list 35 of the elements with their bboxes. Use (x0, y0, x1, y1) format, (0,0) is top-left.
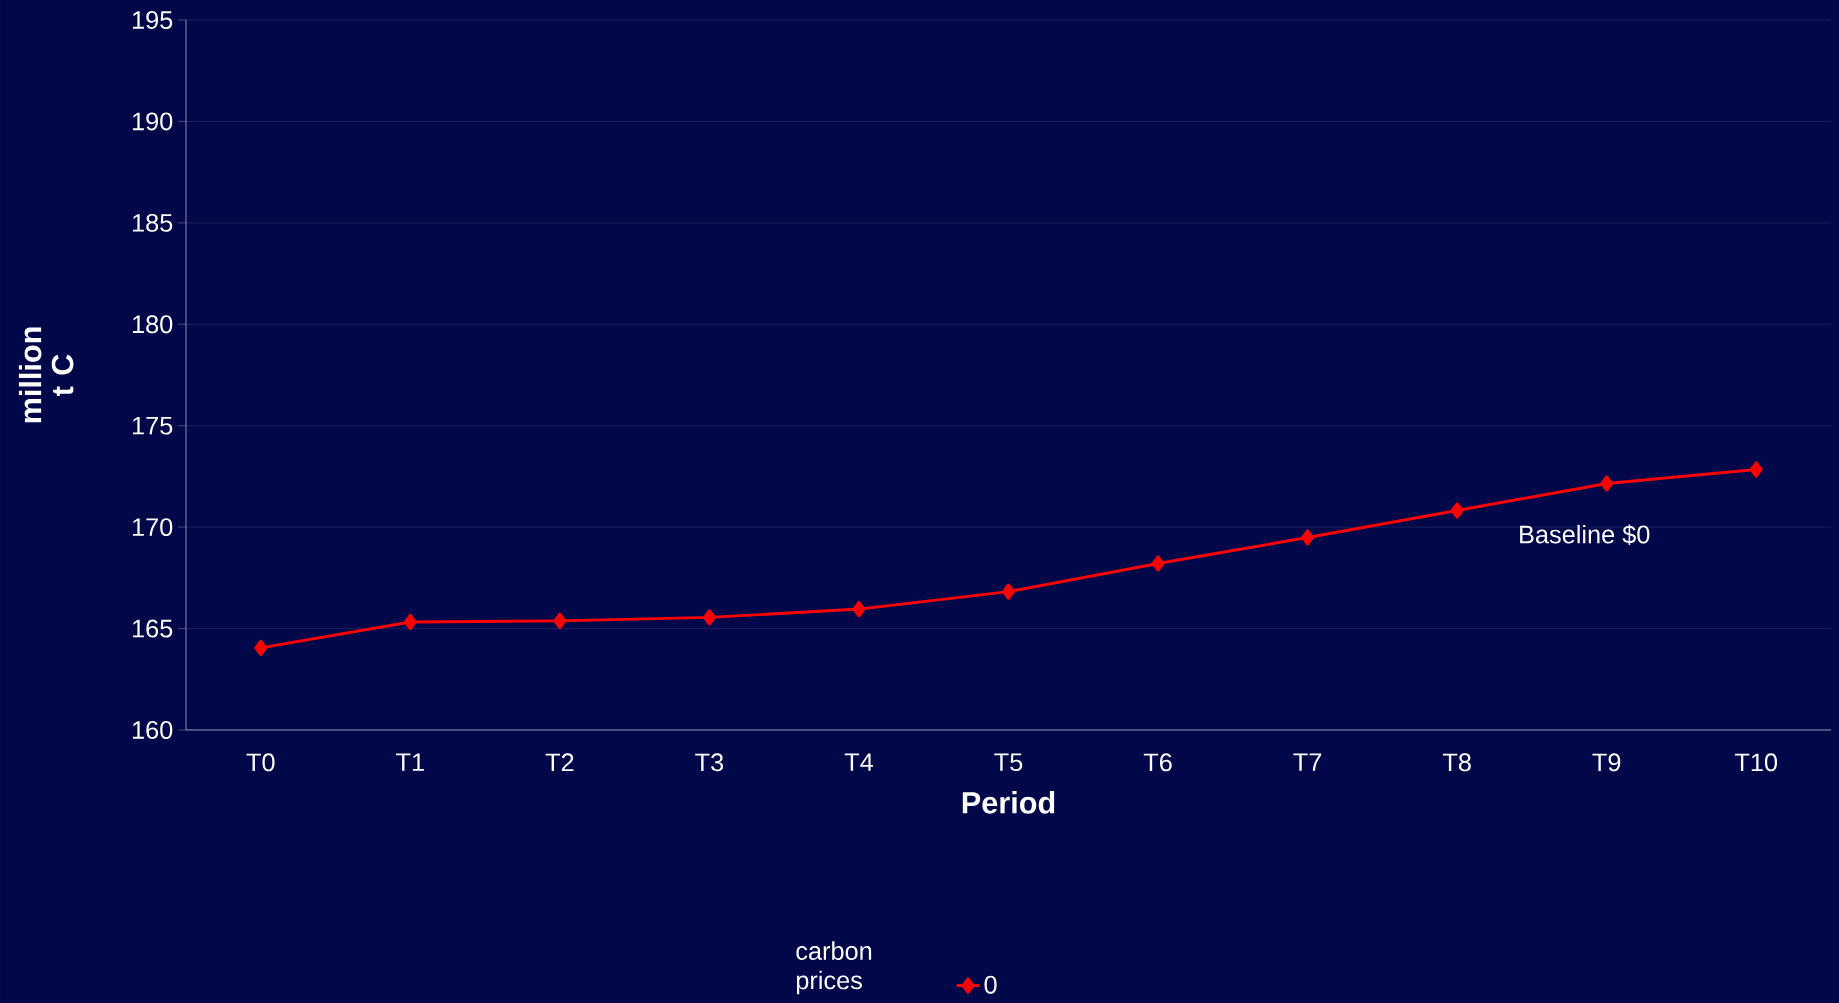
x-tick-label: T6 (1143, 753, 1172, 772)
y-tick-label: 180 (132, 315, 173, 334)
y-axis-title: million t C (18, 327, 74, 423)
x-tick-label: T1 (396, 753, 424, 771)
point (852, 600, 866, 618)
point (403, 613, 417, 631)
x-tick-label: T4 (844, 753, 873, 771)
y-tick-label: 185 (132, 213, 173, 232)
x-tick-label: T9 (1592, 753, 1621, 772)
x-axis-title: Period (962, 791, 1055, 814)
x-tick-label: T3 (695, 753, 724, 772)
point (702, 609, 716, 626)
point (1450, 502, 1464, 519)
y-tick-label: 190 (132, 112, 173, 131)
x-tick-label: T5 (994, 753, 1023, 772)
point (1002, 583, 1015, 600)
y-tick-label: 160 (132, 721, 173, 739)
legend-title: carbon prices (796, 941, 872, 995)
point (1600, 475, 1614, 492)
annotation: Baseline $0 (1520, 524, 1650, 545)
point (1301, 529, 1315, 546)
x-tick-label: T0 (246, 753, 275, 772)
x-tick-label: T7 (1293, 753, 1322, 771)
x-tick-label: T2 (545, 753, 574, 772)
point (1151, 555, 1165, 572)
x-tick-label: T10 (1734, 753, 1778, 772)
y-tick-label: 195 (132, 11, 173, 29)
point (1749, 461, 1763, 478)
point (254, 639, 268, 656)
x-tick-label: T8 (1442, 753, 1471, 772)
y-tick-label: 165 (132, 619, 173, 638)
y-tick-label: 170 (132, 518, 173, 537)
legend-label: 0 (984, 975, 997, 994)
point (553, 612, 567, 629)
y-tick-label: 175 (132, 416, 173, 435)
